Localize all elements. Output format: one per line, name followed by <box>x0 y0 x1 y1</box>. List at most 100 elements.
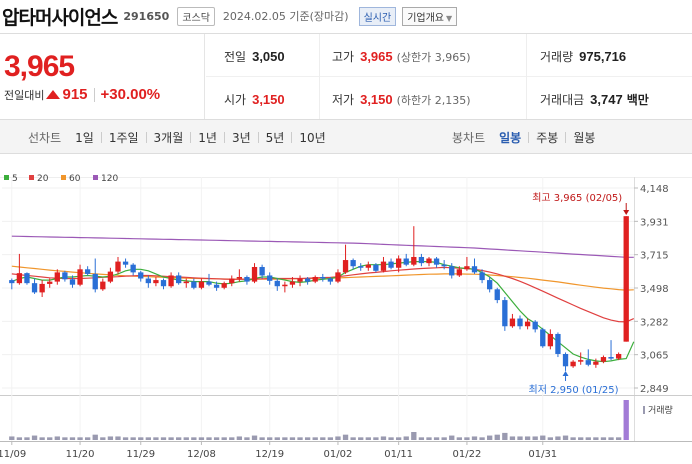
candle-body <box>282 284 288 287</box>
divider <box>223 131 225 143</box>
volume-bar <box>441 437 447 440</box>
stat-value: 3,747 <box>590 92 623 107</box>
divider <box>528 131 530 143</box>
candle-body <box>9 280 15 284</box>
volume-bar <box>411 432 417 440</box>
candle-body <box>578 360 584 362</box>
volume-bar <box>487 435 493 440</box>
x-tick-label: 11/09 <box>0 449 26 460</box>
candle-body <box>183 281 189 284</box>
candle-body <box>562 353 569 367</box>
volume-bar <box>221 437 227 440</box>
volume-bar <box>570 437 576 440</box>
divider <box>319 34 320 119</box>
volume-legend-swatch <box>643 406 645 414</box>
company-overview-dropdown[interactable]: 기업개요 ▼ <box>402 6 458 26</box>
divider <box>526 34 527 119</box>
x-tick-label: 01/02 <box>324 449 353 460</box>
candle-body <box>16 273 23 284</box>
volume-bar <box>191 437 197 440</box>
volume-divider <box>0 395 692 396</box>
volume-bar <box>9 436 15 440</box>
candle-body <box>464 266 470 270</box>
stat-label: 고가 <box>332 50 355 64</box>
current-price: 3,965 <box>4 50 75 83</box>
divider <box>565 131 567 143</box>
volume-bar <box>54 436 60 440</box>
x-tick-label: 12/08 <box>187 449 216 460</box>
candle-body <box>47 281 53 284</box>
candle-body <box>77 269 83 285</box>
legend-label: 120 <box>101 174 118 184</box>
volume-bar <box>206 437 212 440</box>
volume-bar <box>259 437 265 440</box>
candle-body <box>115 261 121 272</box>
tab-weekly[interactable]: 주봉 <box>536 130 559 145</box>
volume-bar <box>24 437 30 440</box>
divider <box>190 131 192 143</box>
candle-body <box>267 275 273 281</box>
volume-bar <box>479 437 485 440</box>
volume-bar <box>183 437 189 440</box>
tab-1w[interactable]: 1주일 <box>108 130 139 145</box>
tab-daily[interactable]: 일봉 <box>499 130 522 145</box>
tab-1d[interactable]: 1일 <box>75 130 94 145</box>
candle-body <box>236 276 243 279</box>
candle-body <box>312 276 318 282</box>
candle-body <box>229 278 235 284</box>
volume-bar <box>365 437 371 440</box>
volume-bar <box>47 437 53 440</box>
candle-body <box>69 279 76 285</box>
legend-label: 20 <box>37 174 49 184</box>
volume-bar <box>77 437 83 440</box>
stat-amount: 거래대금 3,747 백만 <box>540 91 649 108</box>
candle-body <box>62 272 68 280</box>
candle-body <box>608 357 614 359</box>
line-chart-tabs: 선차트 1일 1주일 3개월 1년 3년 5년 10년 <box>28 120 326 154</box>
volume-bar <box>153 437 159 440</box>
candlestick-chart-svg[interactable]: 4,148 3,931 3,715 3,498 3,282 3,065 2,849 11/09… <box>0 155 692 464</box>
y-axis-line <box>634 177 635 441</box>
stock-code: 291650 <box>123 9 170 23</box>
volume-bar <box>176 437 182 440</box>
tab-monthly[interactable]: 월봉 <box>573 130 596 145</box>
y-tick-label: 3,282 <box>640 317 669 328</box>
volume-bar <box>267 437 273 440</box>
tab-3y[interactable]: 3년 <box>231 130 251 145</box>
stat-label: 저가 <box>332 93 355 107</box>
volume-bar <box>623 400 629 440</box>
volume-bar <box>509 436 516 440</box>
tab-10y[interactable]: 10년 <box>299 130 326 145</box>
price-box: 3,965 전일대비 915 +30.00% <box>0 34 205 119</box>
volume-bar <box>16 437 23 440</box>
tab-3m[interactable]: 3개월 <box>153 130 184 145</box>
candle-body <box>479 272 485 281</box>
volume-bar <box>426 437 432 440</box>
price-chart[interactable]: 4,148 3,931 3,715 3,498 3,282 3,065 2,849 11/09… <box>0 155 692 464</box>
volume-bar <box>593 437 599 440</box>
tab-5y[interactable]: 5년 <box>265 130 285 145</box>
volume-bar <box>517 436 523 440</box>
candle-body <box>547 333 554 347</box>
realtime-button[interactable]: 실시간 <box>358 6 397 26</box>
divider <box>291 131 293 143</box>
candle-body <box>593 361 599 365</box>
candle-body <box>206 281 212 285</box>
legend-label: 5 <box>12 174 18 184</box>
candle-body <box>145 278 151 284</box>
x-tick-label: 01/22 <box>453 449 482 460</box>
candle-body <box>297 278 303 282</box>
candle-body <box>342 260 349 273</box>
candle-body <box>327 278 334 282</box>
volume-bar <box>350 437 356 440</box>
volume-bar <box>31 435 38 440</box>
volume-bar <box>532 436 538 440</box>
volume-bar <box>433 437 440 440</box>
candle-body <box>411 256 417 265</box>
candle-body <box>153 280 159 284</box>
candle-body <box>524 321 531 327</box>
tab-1y[interactable]: 1년 <box>198 130 217 145</box>
x-tick-label: 01/11 <box>384 449 413 460</box>
chart-period-tabbar: 선차트 1일 1주일 3개월 1년 3년 5년 10년 봉차트 일봉 주봉 월봉 <box>0 120 692 154</box>
candle-body <box>494 289 500 301</box>
